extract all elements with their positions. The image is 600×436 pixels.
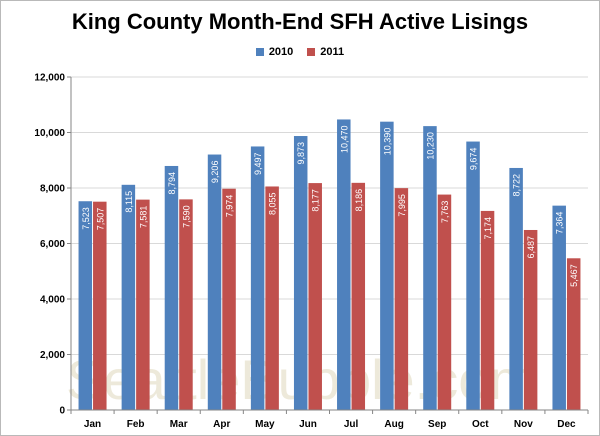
legend-label-2010: 2010 (268, 46, 294, 58)
y-tick-label: 0 (59, 406, 65, 417)
data-label-2010-jan: 7,523 (81, 207, 91, 230)
x-tick-label-jun: Jun (299, 419, 317, 430)
bar-2011-may (265, 186, 279, 410)
data-label-2010-aug: 10,390 (382, 128, 392, 156)
chart-legend: 2010 2011 (1, 46, 599, 58)
bar-2010-feb (121, 184, 136, 410)
bar-2011-oct (480, 210, 495, 410)
x-tick-label-may: May (255, 419, 275, 430)
bar-2011-jul (351, 182, 366, 410)
legend-swatch-2011 (307, 48, 316, 56)
legend-label-2011: 2011 (320, 46, 345, 58)
x-tick-label-nov: Nov (514, 419, 533, 430)
bar-2010-mar (164, 165, 179, 410)
bar-2011-mar (179, 199, 193, 410)
data-label-2011-may: 8,055 (268, 192, 278, 215)
bars: 7,523 7,507 8,115 7,581 8,794 7,590 9,206 7,974… (78, 119, 581, 411)
bar-2010-sep (423, 126, 437, 411)
bar-2011-jan (93, 201, 107, 410)
bar-2011-aug (394, 188, 409, 410)
legend-swatch-2010 (255, 48, 264, 56)
y-tick-label: 6,000 (40, 239, 65, 250)
bar-2010-aug (380, 121, 394, 411)
y-tick-label: 2,000 (40, 350, 65, 361)
bar-2011-nov (523, 229, 538, 410)
y-axis: 0 2,000 4,000 6,000 8,000 10,000 12,000 (34, 73, 72, 417)
bar-2010-may (250, 146, 265, 410)
data-label-2011-mar: 7,590 (181, 205, 191, 228)
data-label-2011-jul: 8,186 (354, 189, 364, 212)
x-tick-label-jul: Jul (344, 419, 359, 430)
data-label-2010-jul: 10,470 (339, 125, 349, 153)
x-tick-label-dec: Dec (557, 419, 576, 430)
bar-2011-dec (566, 258, 581, 410)
bar-2010-dec (552, 205, 566, 410)
data-label-2010-may: 9,497 (253, 152, 263, 175)
chart-title: King County Month-End SFH Active Lisings (71, 9, 529, 34)
bar-2010-nov (509, 167, 523, 410)
data-label-2010-mar: 8,794 (167, 172, 177, 195)
data-label-2010-nov: 8,722 (512, 174, 522, 197)
data-label-2011-dec: 5,467 (569, 264, 579, 287)
x-tick-label-apr: Apr (213, 419, 230, 430)
bar-2011-jun (308, 183, 322, 410)
y-tick-label: 12,000 (34, 73, 65, 84)
x-tick-label-aug: Aug (384, 419, 403, 430)
legend-item-2010: 2010 (255, 46, 294, 58)
bar-2010-oct (466, 141, 480, 410)
data-label-2011-feb: 7,581 (138, 206, 148, 229)
x-tick-label-jan: Jan (84, 419, 101, 430)
y-tick-label: 4,000 (40, 295, 65, 306)
bar-2011-sep (437, 194, 452, 410)
legend-item-2011: 2011 (307, 46, 344, 58)
x-tick-label-feb: Feb (127, 419, 145, 430)
y-tick-label: 8,000 (40, 184, 65, 195)
data-label-2011-apr: 7,974 (225, 195, 235, 218)
data-label-2010-oct: 9,674 (469, 148, 479, 171)
bar-2011-feb (136, 199, 150, 410)
data-label-2010-feb: 8,115 (124, 191, 134, 213)
data-label-2011-sep: 7,763 (440, 201, 450, 224)
data-label-2011-aug: 7,995 (397, 194, 407, 217)
data-label-2010-apr: 9,206 (210, 161, 220, 184)
x-axis: Jan Feb Mar Apr May Jun Jul Aug Sep Oct Nov Dec (70, 409, 589, 430)
grid-lines (71, 76, 588, 355)
bar-2010-jan (78, 201, 93, 410)
x-tick-label-sep: Sep (428, 419, 446, 430)
bar-2010-jun (293, 136, 308, 411)
bar-2011-apr (222, 188, 236, 410)
y-tick-label: 10,000 (34, 128, 65, 139)
data-label-2010-dec: 7,364 (555, 212, 565, 235)
bar-2010-apr (207, 154, 222, 410)
data-label-2011-jun: 8,177 (311, 189, 321, 212)
data-label-2011-oct: 7,174 (483, 217, 493, 240)
data-label-2011-jan: 7,507 (95, 208, 105, 231)
x-tick-label-mar: Mar (170, 419, 188, 430)
bar-2010-jul (337, 119, 351, 411)
data-label-2010-jun: 9,873 (296, 142, 306, 165)
data-label-2010-sep: 10,230 (425, 132, 435, 160)
data-label-2011-nov: 6,487 (526, 236, 536, 259)
x-tick-label-oct: Oct (472, 419, 489, 430)
